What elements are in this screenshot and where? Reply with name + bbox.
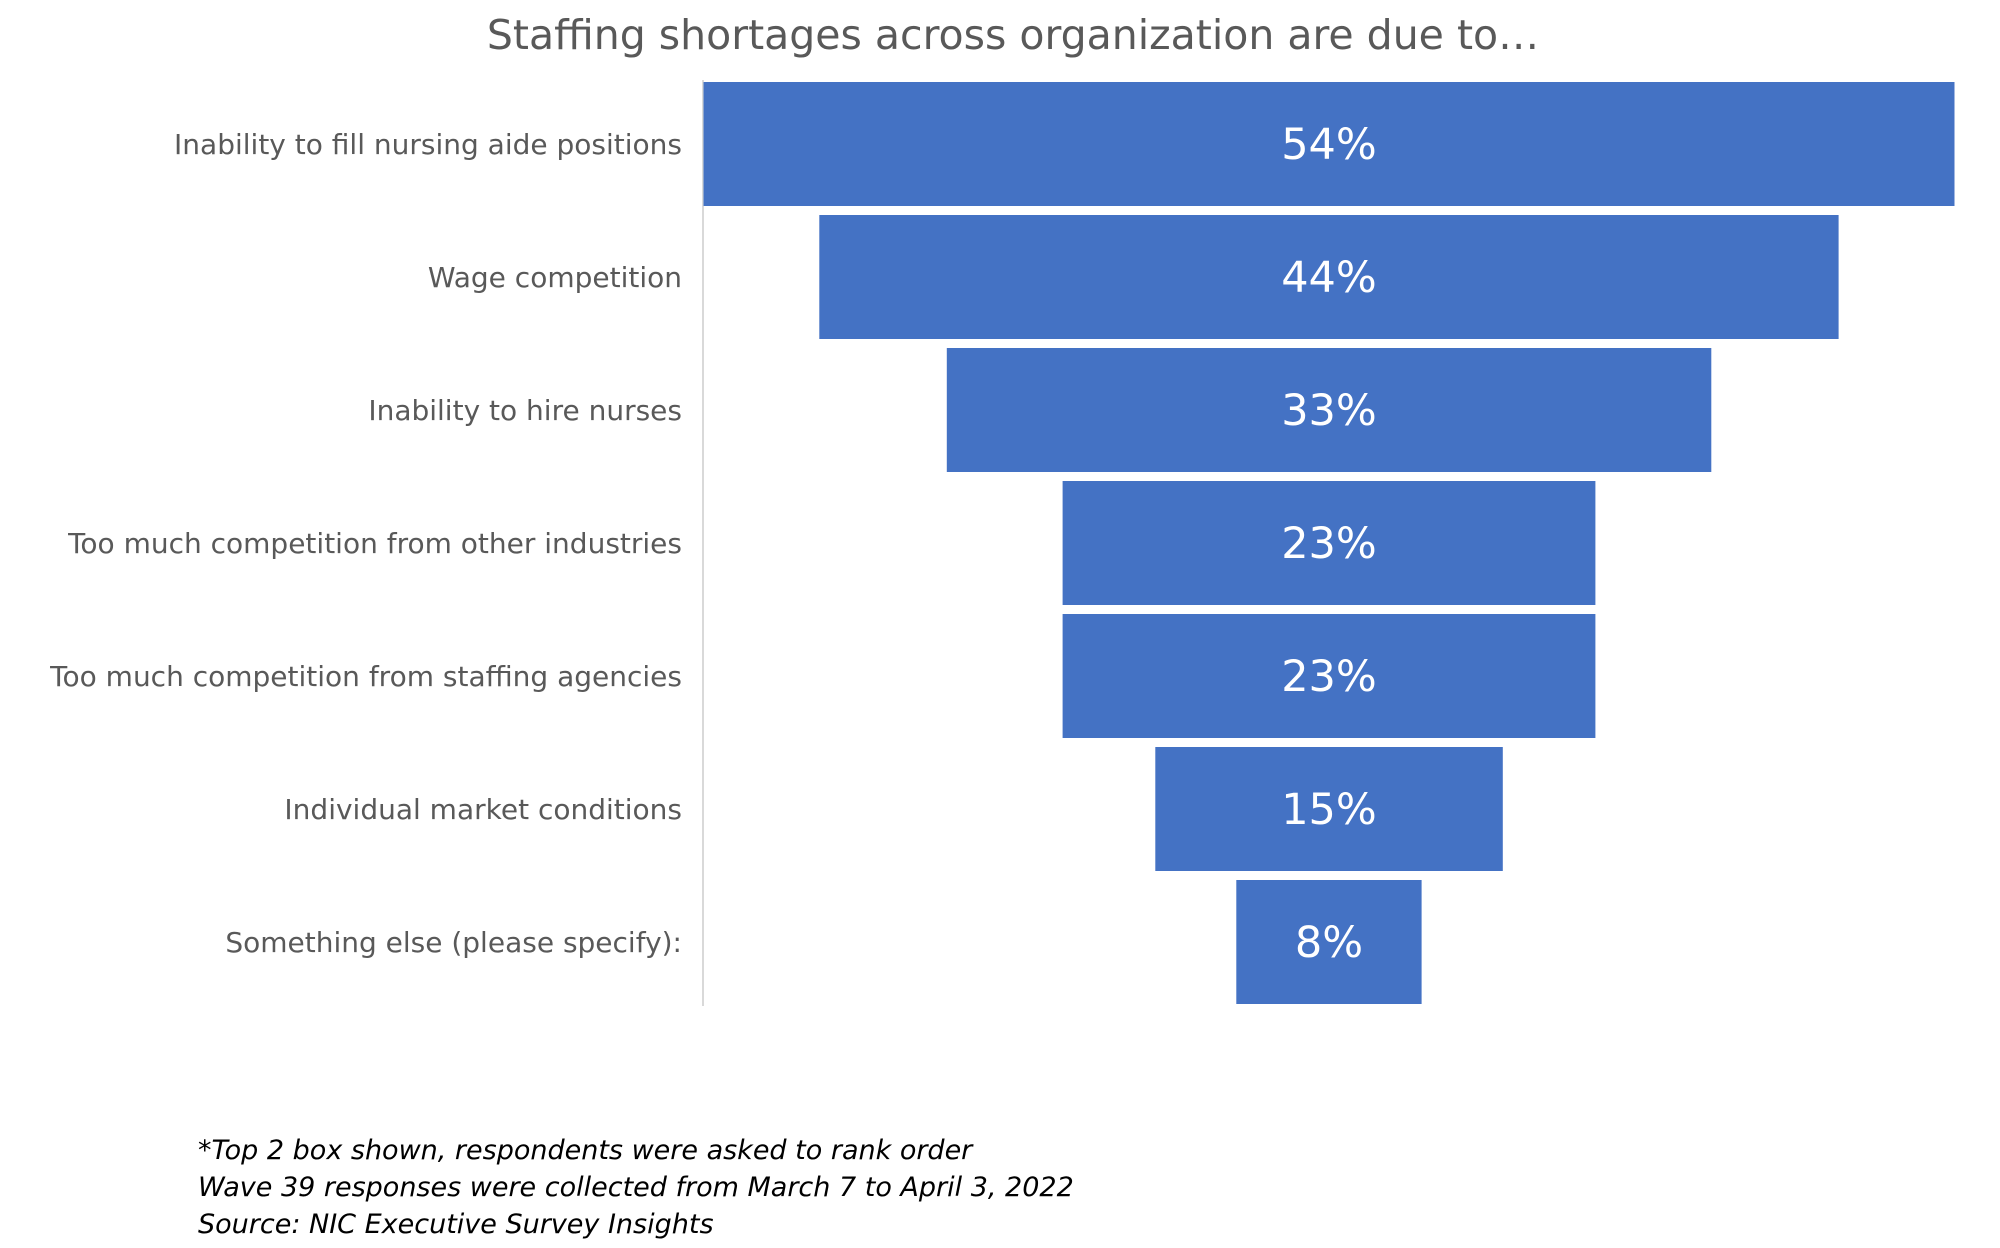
bar-individual-market-conditions	[1155, 747, 1503, 871]
bar-inability-to-fill-nursing-aide-positions	[703, 82, 1955, 206]
footnote-top-2-box: *Top 2 box shown, respondents were asked…	[198, 1135, 973, 1166]
value-label-something-else-please-specify: 8%	[1295, 918, 1363, 968]
value-labels-group: 54% 44% 33% 23% 23% 15% 8%	[1281, 120, 1377, 968]
category-label-too-much-competition-from-staffing-agencies: Too much competition from staffing agenc…	[49, 660, 682, 693]
category-label-something-else-please-specify: Something else (please specify):	[225, 926, 682, 959]
chart-title: Staffing shortages across organization a…	[487, 11, 1539, 59]
value-label-too-much-competition-from-staffing-agencies: 23%	[1281, 652, 1377, 702]
category-labels-group: Inability to fill nursing aide positions…	[49, 128, 682, 959]
value-label-inability-to-hire-nurses: 33%	[1281, 386, 1377, 436]
bar-something-else-please-specify	[1236, 880, 1422, 1004]
category-label-inability-to-hire-nurses: Inability to hire nurses	[368, 394, 682, 427]
category-label-inability-to-fill-nursing-aide-positions: Inability to fill nursing aide positions	[174, 128, 682, 161]
value-label-wage-competition: 44%	[1281, 253, 1377, 303]
category-label-wage-competition: Wage competition	[428, 261, 682, 294]
value-label-inability-to-fill-nursing-aide-positions: 54%	[1281, 120, 1377, 170]
footnote-source: Source: NIC Executive Survey Insights	[198, 1209, 714, 1240]
value-label-individual-market-conditions: 15%	[1281, 785, 1377, 835]
bars-group	[703, 82, 1955, 1004]
bar-too-much-competition-from-staffing-agencies	[1062, 614, 1596, 738]
footnotes: *Top 2 box shown, respondents were asked…	[198, 1132, 1074, 1243]
bar-too-much-competition-from-other-industries	[1062, 481, 1596, 605]
category-label-individual-market-conditions: Individual market conditions	[284, 793, 682, 826]
footnote-wave-dates: Wave 39 responses were collected from Ma…	[198, 1172, 1074, 1203]
category-label-too-much-competition-from-other-industries: Too much competition from other industri…	[67, 527, 682, 560]
bar-inability-to-hire-nurses	[946, 348, 1712, 472]
value-label-too-much-competition-from-other-industries: 23%	[1281, 519, 1377, 569]
bar-wage-competition	[819, 215, 1839, 339]
